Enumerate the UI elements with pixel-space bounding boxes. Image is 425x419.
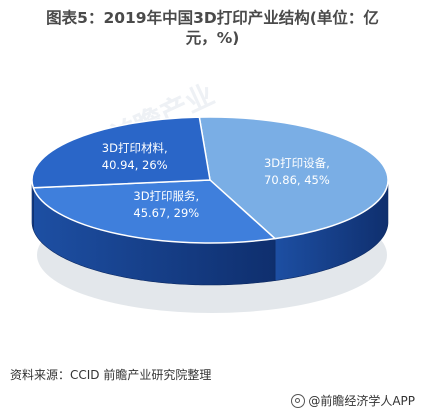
slice-label: 3D打印设备, <box>264 156 330 170</box>
slice-label: 3D打印材料, <box>102 141 168 155</box>
source-note: 资料来源：CCID 前瞻产业研究院整理 <box>10 368 212 382</box>
pie-label-layer: 3D打印设备, 70.86, 45% 3D打印服务, 45.67, 29% 3D打印材料… <box>102 141 330 220</box>
pie-slice <box>32 179 276 244</box>
pie-slice <box>198 116 389 240</box>
chart-title-line2: 元，%) <box>185 29 240 47</box>
pie-top-layer <box>31 116 389 244</box>
brand-tag: @前瞻经济学人APP <box>291 392 415 409</box>
pie-slice <box>31 116 211 189</box>
brand-logo-icon <box>291 393 306 408</box>
slice-value-label: 45.67, 29% <box>133 206 199 220</box>
slice-value-label: 40.94, 26% <box>102 158 168 172</box>
chart-title: 图表5：2019年中国3D打印产业结构(单位：亿 元，%) <box>10 8 415 48</box>
brand-text: @前瞻经济学人APP <box>308 394 415 408</box>
slice-label: 3D打印服务, <box>133 189 199 203</box>
slice-value-label: 70.86, 45% <box>264 173 330 187</box>
pie-chart: 3D打印设备, 70.86, 45% 3D打印服务, 45.67, 29% 3D打印材料… <box>31 116 389 313</box>
chart-title-line1: 图表5：2019年中国3D打印产业结构(单位：亿 <box>46 9 379 27</box>
